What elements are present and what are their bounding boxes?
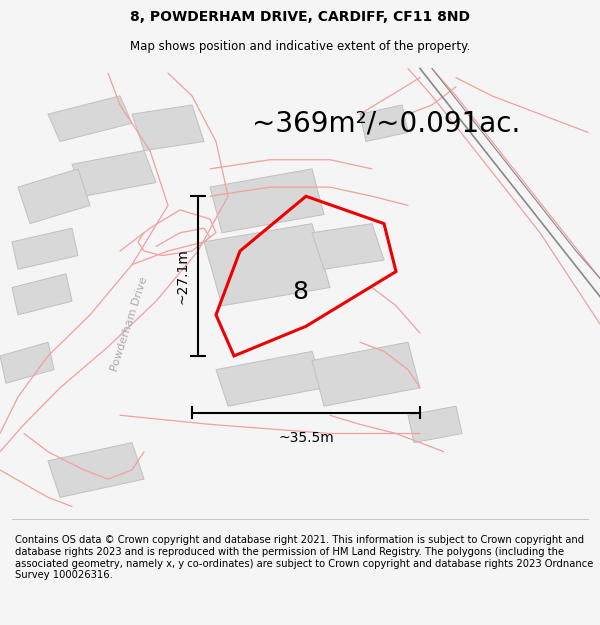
Text: ~27.1m: ~27.1m (175, 248, 189, 304)
Text: Map shows position and indicative extent of the property.: Map shows position and indicative extent… (130, 40, 470, 52)
Text: 8, POWDERHAM DRIVE, CARDIFF, CF11 8ND: 8, POWDERHAM DRIVE, CARDIFF, CF11 8ND (130, 9, 470, 24)
Text: Powderham Drive: Powderham Drive (109, 276, 149, 372)
Text: 8: 8 (292, 280, 308, 304)
Text: ~369m²/~0.091ac.: ~369m²/~0.091ac. (252, 109, 520, 138)
Text: ~35.5m: ~35.5m (278, 431, 334, 445)
Text: Contains OS data © Crown copyright and database right 2021. This information is : Contains OS data © Crown copyright and d… (15, 535, 593, 580)
